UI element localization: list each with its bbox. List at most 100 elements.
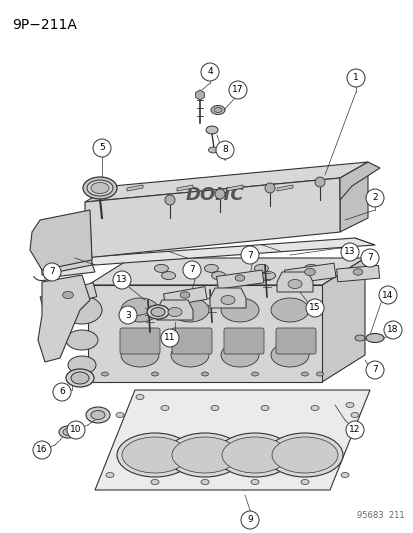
Ellipse shape	[350, 413, 358, 417]
Polygon shape	[40, 282, 97, 311]
Ellipse shape	[166, 433, 242, 477]
Ellipse shape	[221, 343, 259, 367]
Ellipse shape	[251, 372, 258, 376]
Ellipse shape	[59, 426, 77, 438]
Text: 14: 14	[381, 290, 393, 300]
Circle shape	[314, 177, 324, 187]
Ellipse shape	[204, 264, 218, 272]
Polygon shape	[195, 90, 204, 100]
Ellipse shape	[117, 433, 192, 477]
Text: 7: 7	[247, 251, 252, 260]
Text: 7: 7	[189, 265, 195, 274]
Polygon shape	[38, 275, 90, 362]
Circle shape	[119, 306, 137, 324]
Ellipse shape	[62, 296, 102, 324]
Ellipse shape	[304, 264, 318, 272]
Ellipse shape	[122, 437, 188, 473]
Polygon shape	[336, 265, 379, 282]
Text: 7: 7	[49, 268, 55, 277]
Circle shape	[214, 189, 224, 199]
Ellipse shape	[365, 334, 383, 343]
Ellipse shape	[310, 406, 318, 410]
Circle shape	[383, 321, 401, 339]
Text: DOHC: DOHC	[185, 186, 244, 204]
Text: 9P−211A: 9P−211A	[12, 18, 77, 32]
Text: 1: 1	[352, 74, 358, 83]
Ellipse shape	[147, 305, 169, 319]
Text: 5: 5	[99, 143, 104, 152]
Polygon shape	[177, 185, 192, 191]
Ellipse shape	[214, 108, 221, 112]
Polygon shape	[157, 300, 192, 320]
Ellipse shape	[201, 480, 209, 484]
Polygon shape	[226, 185, 242, 191]
Polygon shape	[163, 287, 206, 306]
Ellipse shape	[208, 147, 217, 153]
Circle shape	[360, 249, 378, 267]
Ellipse shape	[161, 406, 169, 410]
FancyBboxPatch shape	[275, 328, 315, 354]
Ellipse shape	[87, 180, 113, 196]
Circle shape	[365, 189, 383, 207]
Ellipse shape	[354, 335, 364, 341]
Polygon shape	[40, 258, 95, 278]
Polygon shape	[85, 162, 367, 202]
Ellipse shape	[300, 480, 308, 484]
Ellipse shape	[261, 272, 275, 280]
Polygon shape	[88, 258, 364, 285]
Ellipse shape	[266, 433, 342, 477]
Circle shape	[305, 299, 323, 317]
Polygon shape	[339, 162, 367, 232]
FancyBboxPatch shape	[120, 328, 159, 354]
Ellipse shape	[71, 372, 89, 384]
Circle shape	[161, 329, 178, 347]
Circle shape	[93, 139, 111, 157]
Ellipse shape	[211, 272, 225, 280]
Text: 12: 12	[349, 425, 360, 434]
Ellipse shape	[161, 272, 175, 280]
Polygon shape	[127, 185, 142, 191]
Ellipse shape	[250, 480, 259, 484]
Ellipse shape	[271, 298, 308, 322]
Circle shape	[240, 511, 259, 529]
Ellipse shape	[221, 295, 235, 304]
Circle shape	[365, 361, 383, 379]
Text: 9: 9	[247, 515, 252, 524]
Circle shape	[183, 261, 201, 279]
Polygon shape	[284, 263, 335, 285]
Ellipse shape	[235, 275, 244, 281]
Text: 13: 13	[116, 276, 128, 285]
Ellipse shape	[304, 269, 315, 276]
Ellipse shape	[340, 472, 348, 478]
Ellipse shape	[171, 343, 209, 367]
Text: 11: 11	[164, 334, 176, 343]
Polygon shape	[85, 178, 339, 258]
Ellipse shape	[301, 372, 308, 376]
Ellipse shape	[221, 298, 259, 322]
Circle shape	[113, 271, 131, 289]
Text: 16: 16	[36, 446, 47, 455]
Polygon shape	[95, 390, 369, 490]
Circle shape	[53, 383, 71, 401]
Ellipse shape	[287, 279, 301, 288]
Polygon shape	[216, 270, 263, 289]
Ellipse shape	[68, 356, 96, 374]
Ellipse shape	[211, 106, 224, 115]
Circle shape	[67, 421, 85, 439]
Polygon shape	[276, 185, 292, 191]
Circle shape	[216, 141, 233, 159]
Ellipse shape	[91, 182, 109, 193]
Circle shape	[201, 63, 218, 81]
Ellipse shape	[136, 394, 144, 400]
Ellipse shape	[206, 126, 218, 134]
Ellipse shape	[66, 369, 94, 387]
Ellipse shape	[154, 264, 168, 272]
Text: 7: 7	[366, 254, 372, 262]
Ellipse shape	[352, 269, 362, 275]
Ellipse shape	[171, 298, 209, 322]
Ellipse shape	[345, 402, 353, 408]
Ellipse shape	[101, 372, 108, 376]
Polygon shape	[40, 220, 92, 275]
Ellipse shape	[260, 406, 268, 410]
Text: 2: 2	[371, 193, 377, 203]
